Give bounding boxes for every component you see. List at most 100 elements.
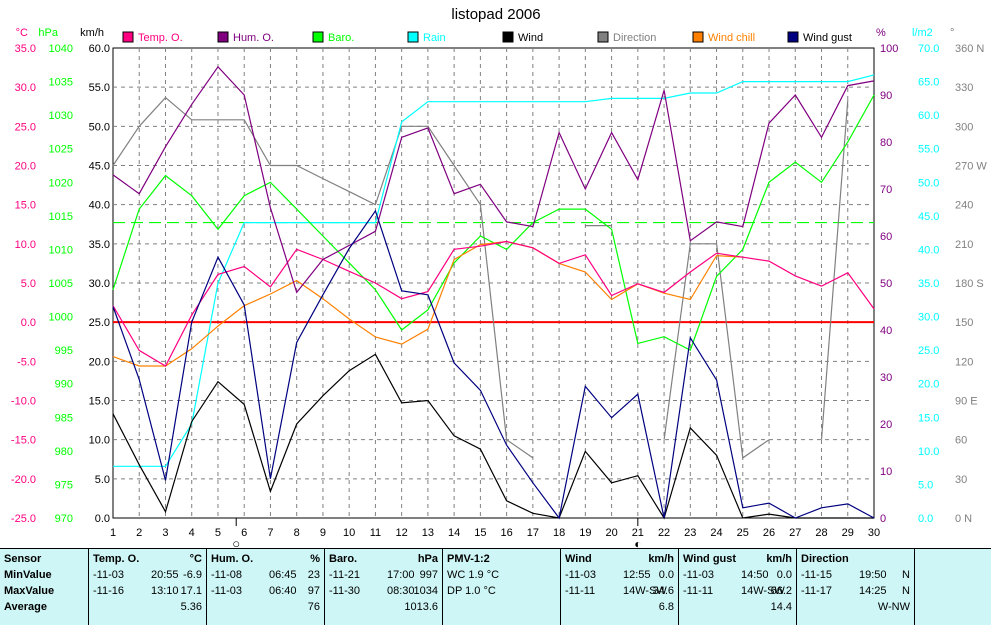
tick-label-hum: 100 — [880, 43, 898, 55]
stats-temp-max-val: 17.1 — [180, 585, 202, 597]
tick-label-baro: 990 — [55, 379, 73, 391]
x-tick-label: 8 — [294, 527, 300, 539]
tick-label-hum: 30 — [880, 372, 892, 384]
legend-label-temp: Temp. O. — [138, 32, 183, 44]
tick-label-dir: 210 — [955, 239, 973, 251]
tick-label-temp: 15.0 — [15, 200, 36, 212]
stats-dir-min-val: N — [902, 569, 910, 581]
tick-label-rain: 65.0 — [918, 77, 939, 89]
tick-label-rain: 35.0 — [918, 278, 939, 290]
series-line-windgust — [112, 209, 875, 520]
x-tick-label: 12 — [396, 527, 408, 539]
stats-temp-avg: 5.36 — [180, 601, 202, 613]
stats-wind-min-val: 0.0 — [658, 569, 674, 581]
tick-label-dir: 300 — [955, 121, 973, 133]
tick-label-temp: 20.0 — [15, 161, 36, 173]
stats-pmv-wc: WC 1.9 °C — [447, 569, 500, 581]
x-tick-label: 5 — [215, 527, 221, 539]
tick-label-dir: 360 N — [955, 43, 984, 55]
unit-hum: % — [876, 27, 886, 39]
x-tick-label: 20 — [605, 527, 617, 539]
tick-label-dir: 330 — [955, 82, 973, 94]
x-tick-label: 14 — [448, 527, 460, 539]
tick-label-dir: 120 — [955, 356, 973, 368]
x-tick-label: 13 — [422, 527, 434, 539]
stats-label-sensor: Sensor — [4, 553, 42, 565]
tick-label-wind: 25.0 — [89, 317, 110, 329]
stats-wind-avg: 6.8 — [658, 601, 674, 613]
tick-label-temp: -20.0 — [11, 474, 36, 486]
stats-temp-min-date: -11-03 — [93, 569, 124, 581]
tick-label-baro: 1010 — [49, 244, 73, 256]
x-tick-label: 19 — [579, 527, 591, 539]
x-tick-label: 16 — [500, 527, 512, 539]
x-tick-label: 4 — [189, 527, 195, 539]
legend-swatch-windgust — [787, 31, 799, 43]
legend-label-baro: Baro. — [328, 32, 354, 44]
tick-label-baro: 1005 — [49, 278, 73, 290]
x-tick-label: 7 — [267, 527, 273, 539]
moon-full-icon: ◐ — [634, 537, 641, 548]
stats-baro-min-val: 997 — [419, 569, 438, 581]
tick-label-rain: 5.0 — [918, 479, 933, 491]
tick-label-wind: 45.0 — [89, 161, 110, 173]
x-tick-label: 1 — [110, 527, 116, 539]
legend-label-hum: Hum. O. — [233, 32, 274, 44]
tick-label-baro: 970 — [55, 513, 73, 525]
x-tick-label: 6 — [241, 527, 247, 539]
stats-hum-col: Hum. O.% -11-08 06:45 23 -11-03 06:40 97 76 — [206, 549, 324, 625]
x-tick-label: 18 — [553, 527, 565, 539]
tick-label-temp: 10.0 — [15, 239, 36, 251]
tick-label-temp: -25.0 — [11, 513, 36, 525]
series-group — [112, 65, 875, 520]
unit-wind: km/h — [80, 27, 104, 39]
x-tick-label: 25 — [737, 527, 749, 539]
tick-label-dir: 240 — [955, 200, 973, 212]
legend-label-rain: Rain — [423, 32, 446, 44]
stats-dir-max-date: -11-17 — [801, 585, 832, 597]
unit-rain: l/m2 — [912, 27, 933, 39]
stats-wind-max-val: 34.6 — [652, 585, 674, 597]
tick-label-rain: 50.0 — [918, 177, 939, 189]
stats-hum-min-time: 06:45 — [269, 569, 297, 581]
series-line-hum — [112, 65, 875, 294]
stats-wind-header: Wind — [565, 553, 592, 565]
legend-swatch-temp — [122, 31, 134, 43]
stats-label-max: MaxValue — [4, 585, 55, 597]
stats-temp-max-date: -11-16 — [93, 585, 124, 597]
series-line-wind — [112, 353, 874, 520]
tick-label-dir: 150 — [955, 317, 973, 329]
tick-label-baro: 1015 — [49, 211, 73, 223]
tick-label-dir: 90 E — [955, 396, 978, 408]
stats-dir-avg: W-NW — [877, 601, 910, 613]
stats-gust-min-val: 0.0 — [776, 569, 792, 581]
stats-pmv-dp: DP 1.0 °C — [447, 585, 496, 597]
tick-label-rain: 15.0 — [918, 412, 939, 424]
legend-label-windgust: Wind gust — [803, 32, 852, 44]
stats-dir-min-date: -11-15 — [801, 569, 832, 581]
x-tick-label: 27 — [789, 527, 801, 539]
stats-temp-unit: °C — [189, 553, 202, 565]
axis-ticks: 35.030.025.020.015.010.05.00.0-5.0-10.0-… — [11, 43, 987, 548]
tick-label-wind: 0.0 — [95, 513, 110, 525]
stats-gust-min-date: -11-03 — [683, 569, 714, 581]
legend: Temp. O. Hum. O. Baro. Rain Wind Direction Win… — [122, 31, 852, 44]
stats-label-avg: Average — [4, 601, 48, 613]
tick-label-rain: 25.0 — [918, 345, 939, 357]
tick-label-baro: 1040 — [49, 43, 73, 55]
tick-label-temp: 30.0 — [15, 82, 36, 94]
tick-label-dir: 0 N — [955, 513, 972, 525]
statistics-panel: Sensor MinValue MaxValue Average Temp. O… — [0, 548, 991, 625]
x-tick-label: 3 — [162, 527, 168, 539]
stats-dir-min-time: 19:50 — [859, 569, 887, 581]
tick-label-rain: 55.0 — [918, 144, 939, 156]
tick-label-hum: 80 — [880, 137, 892, 149]
stats-baro-max-time: 08:30 — [387, 585, 415, 597]
stats-empty-col — [914, 549, 991, 625]
tick-label-dir: 270 W — [955, 161, 987, 173]
x-tick-label: 9 — [320, 527, 326, 539]
tick-label-rain: 30.0 — [918, 312, 939, 324]
stats-baro-max-date: -11-30 — [329, 585, 360, 597]
tick-label-wind: 50.0 — [89, 121, 110, 133]
tick-label-wind: 35.0 — [89, 239, 110, 251]
